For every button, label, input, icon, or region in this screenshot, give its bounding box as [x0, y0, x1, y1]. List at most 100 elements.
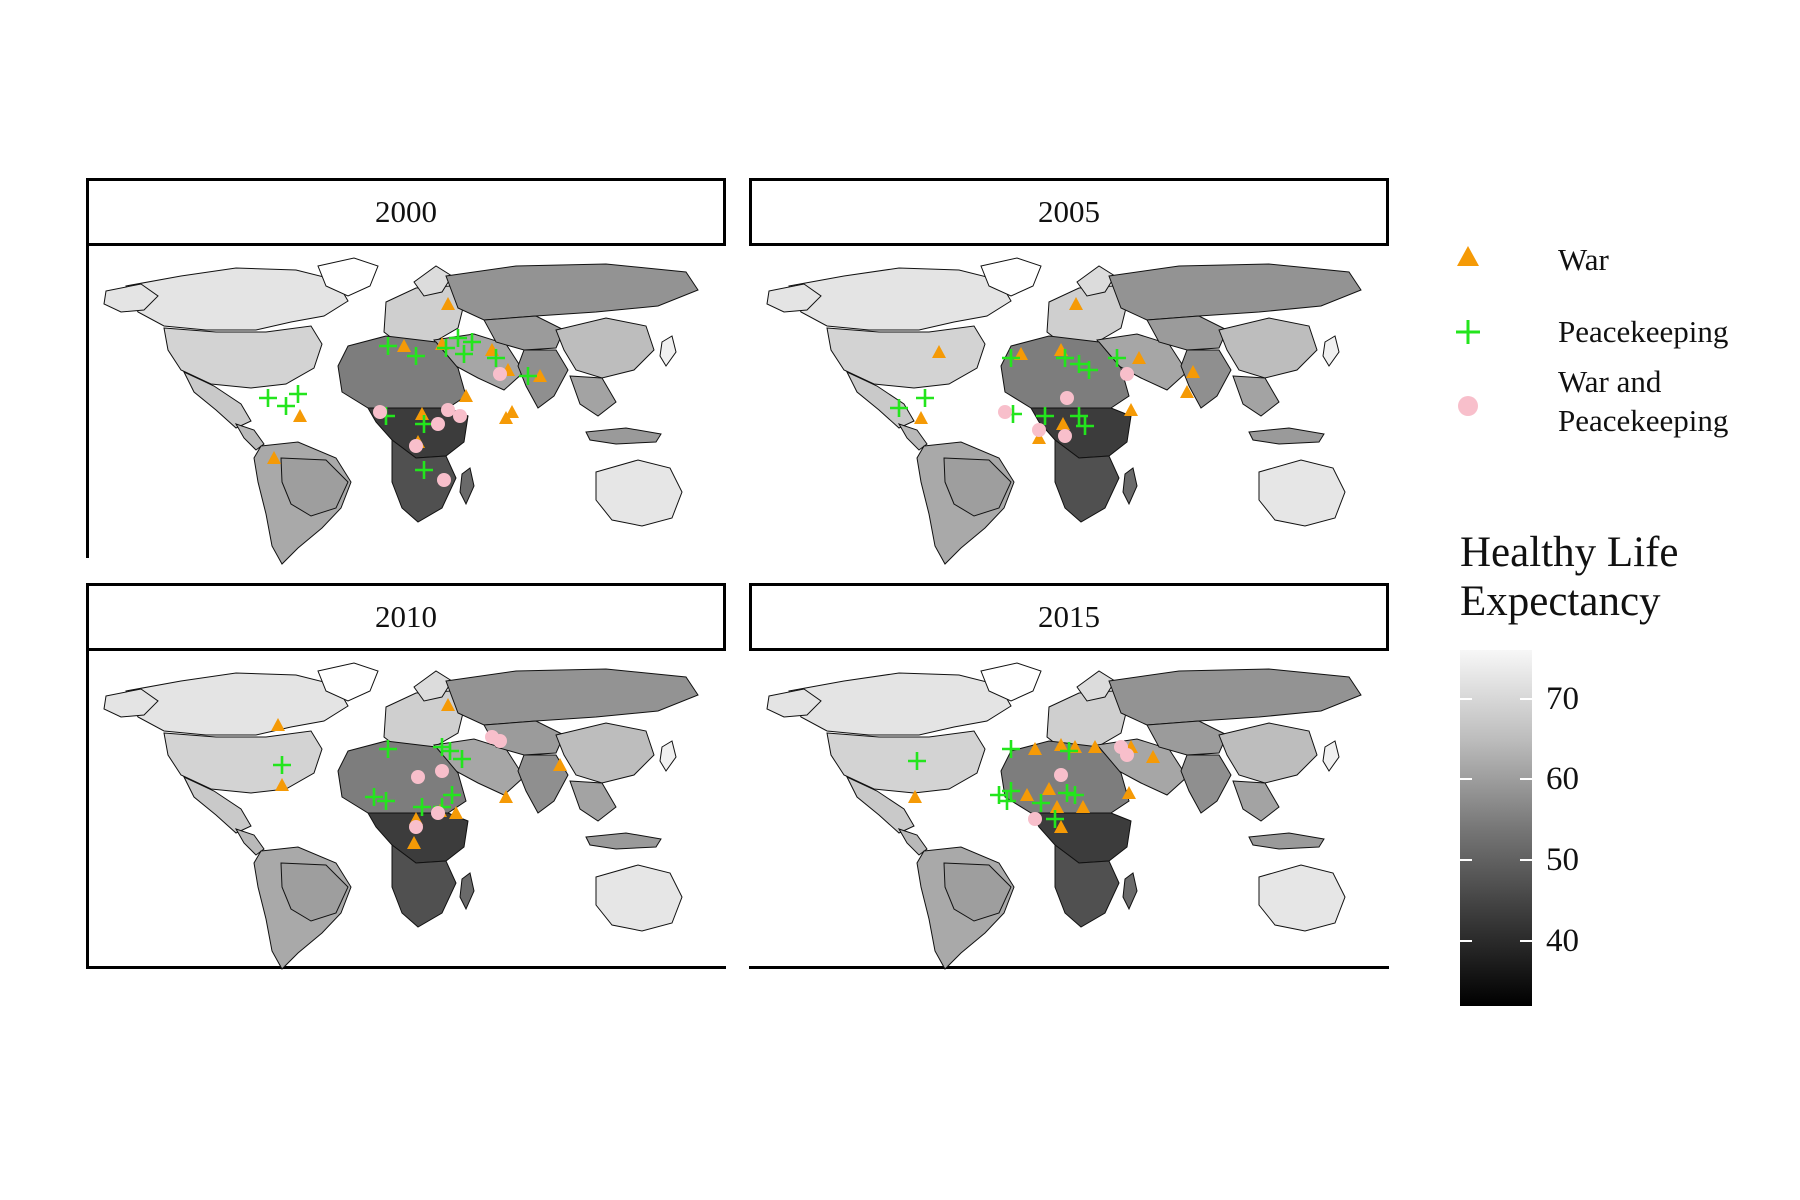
panel-year-label: 2005	[1038, 194, 1100, 229]
colorbar-title-line: Expectancy	[1460, 578, 1661, 625]
peacekeeping-marker	[1036, 407, 1054, 425]
country-mexico	[182, 370, 252, 429]
country-scandinavia	[1076, 670, 1116, 702]
peacekeeping-marker	[415, 415, 433, 433]
peacekeeping-marker	[463, 333, 481, 351]
country-brazil	[943, 862, 1012, 922]
colorbar-tick	[1460, 859, 1472, 862]
country-indonesia	[1248, 832, 1325, 850]
war-marker	[397, 339, 411, 352]
plus-icon	[1448, 312, 1488, 352]
war-marker	[932, 345, 946, 358]
peacekeeping-marker	[487, 349, 505, 367]
peacekeeping-marker	[1060, 742, 1078, 760]
country-mexico	[845, 775, 915, 834]
country-africa-central	[1030, 812, 1132, 864]
war-marker	[1146, 750, 1160, 763]
war-and-peacekeeping-marker	[493, 367, 507, 381]
war-marker	[293, 409, 307, 422]
peacekeeping-marker	[519, 367, 537, 385]
war-marker	[914, 411, 928, 424]
peacekeeping-marker	[1002, 782, 1020, 800]
peacekeeping-marker	[1080, 361, 1098, 379]
country-china	[555, 317, 655, 379]
country-australia	[1258, 459, 1346, 527]
war-marker	[499, 790, 513, 803]
war-marker	[407, 836, 421, 849]
country-central-asia	[1146, 315, 1228, 351]
colorbar-tick	[1520, 778, 1532, 781]
country-brazil	[280, 457, 349, 517]
peacekeeping-marker	[407, 347, 425, 365]
war-marker	[267, 451, 281, 464]
country-scandinavia	[413, 670, 453, 702]
country-usa	[826, 730, 986, 794]
war-marker	[1050, 800, 1064, 813]
war-and-peacekeeping-marker	[493, 734, 507, 748]
peacekeeping-marker	[277, 397, 295, 415]
war-marker	[1186, 365, 1200, 378]
legend-item-war-and-peacekeeping: War and Peacekeeping	[1448, 364, 1728, 438]
peacekeeping-marker	[441, 742, 459, 760]
country-usa	[826, 325, 986, 389]
peacekeeping-marker	[1002, 349, 1020, 367]
peacekeeping-marker	[377, 792, 395, 810]
country-greenland	[980, 662, 1042, 702]
war-and-peacekeeping-marker	[411, 770, 425, 784]
country-central-america	[234, 423, 265, 451]
country-indonesia	[585, 832, 662, 850]
war-and-peacekeeping-marker	[437, 473, 451, 487]
country-central-america	[897, 828, 928, 856]
colorbar	[1460, 650, 1532, 1006]
country-mexico	[182, 775, 252, 834]
peacekeeping-marker	[289, 385, 307, 403]
peacekeeping-marker	[1002, 740, 1020, 758]
war-marker	[1054, 820, 1068, 833]
peacekeeping-marker	[1032, 794, 1050, 812]
country-canada	[125, 672, 349, 736]
peacekeeping-marker	[273, 756, 291, 774]
world-map	[86, 246, 699, 565]
legend-label-line: Peacekeeping	[1558, 403, 1729, 438]
war-marker	[1020, 788, 1034, 801]
panel-strip: 2005	[749, 178, 1389, 246]
war-marker	[1132, 351, 1146, 364]
country-greenland	[980, 257, 1042, 297]
colorbar-tick	[1520, 859, 1532, 862]
country-alaska	[766, 688, 822, 718]
war-and-peacekeeping-marker	[1120, 748, 1134, 762]
country-canada	[788, 267, 1012, 331]
colorbar-tick	[1520, 697, 1532, 700]
peacekeeping-marker	[1056, 349, 1074, 367]
country-madagascar	[1122, 872, 1138, 911]
legend-label: War	[1558, 242, 1609, 277]
country-japan	[1322, 740, 1340, 772]
country-central-asia	[483, 315, 565, 351]
country-africa-south	[391, 439, 457, 523]
country-africa-south	[1054, 844, 1120, 928]
country-se-asia	[1232, 780, 1280, 822]
country-se-asia	[569, 780, 617, 822]
war-marker	[271, 718, 285, 731]
colorbar-tick-label: 60	[1546, 761, 1579, 798]
war-marker	[441, 698, 455, 711]
war-marker	[505, 405, 519, 418]
circle-icon	[1448, 386, 1488, 426]
peacekeeping-marker	[908, 752, 926, 770]
panel-strip: 2010	[86, 583, 726, 651]
peacekeeping-marker	[1108, 349, 1126, 367]
war-and-peacekeeping-marker	[409, 439, 423, 453]
country-africa-south	[1054, 439, 1120, 523]
country-australia	[595, 459, 683, 527]
peacekeeping-marker	[443, 786, 461, 804]
map-area	[86, 246, 726, 566]
country-africa-south	[391, 844, 457, 928]
peacekeeping-marker	[259, 389, 277, 407]
panel-year-label: 2000	[375, 194, 437, 229]
peacekeeping-marker	[379, 337, 397, 355]
colorbar-tick	[1460, 778, 1472, 781]
peacekeeping-marker	[455, 345, 473, 363]
war-marker	[449, 806, 463, 819]
peacekeeping-marker	[998, 792, 1016, 810]
war-marker	[1032, 431, 1046, 444]
